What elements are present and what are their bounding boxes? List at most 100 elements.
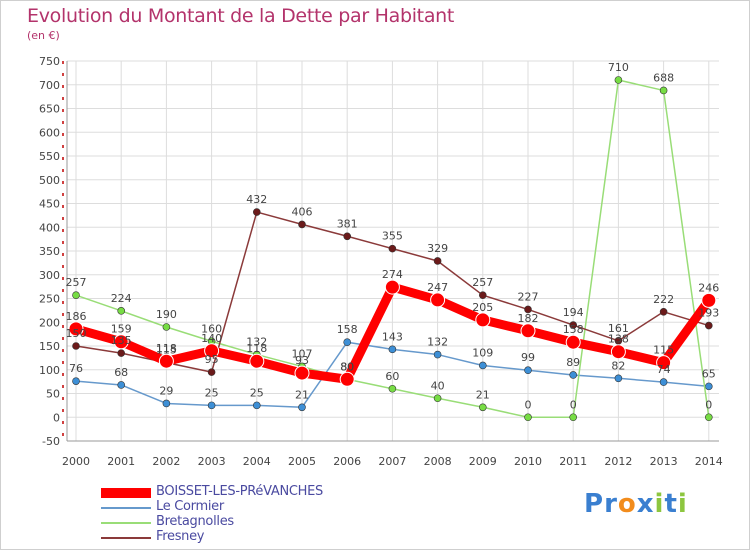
y-tick-label: 300 bbox=[39, 269, 60, 282]
data-label: 406 bbox=[292, 205, 313, 218]
y-tick-label: 250 bbox=[39, 293, 60, 306]
data-point bbox=[339, 371, 355, 387]
x-tick-label: 2014 bbox=[695, 455, 723, 468]
data-point bbox=[343, 232, 352, 241]
data-point bbox=[207, 401, 216, 410]
logo-letter: i bbox=[654, 489, 665, 519]
data-point bbox=[524, 305, 532, 314]
data-label: 95 bbox=[205, 353, 219, 366]
data-point bbox=[384, 279, 400, 295]
data-label: 190 bbox=[156, 308, 177, 321]
data-label: 257 bbox=[66, 276, 87, 289]
x-tick-label: 2013 bbox=[650, 455, 678, 468]
data-label: 227 bbox=[518, 290, 539, 303]
data-label: 158 bbox=[337, 323, 358, 336]
data-point bbox=[704, 382, 713, 391]
x-tick-label: 2012 bbox=[604, 455, 632, 468]
data-point bbox=[249, 353, 265, 369]
y-tick-label: 600 bbox=[39, 126, 60, 139]
data-point bbox=[113, 334, 129, 350]
data-point bbox=[565, 334, 581, 350]
grid-lines bbox=[67, 60, 719, 442]
x-tick-label: 2005 bbox=[288, 455, 316, 468]
data-label: 115 bbox=[156, 344, 177, 357]
logo-letter: r bbox=[604, 489, 618, 519]
x-tick-label: 2008 bbox=[424, 455, 452, 468]
y-tick-label: 0 bbox=[53, 411, 60, 424]
data-label: 21 bbox=[295, 388, 309, 401]
data-label: 143 bbox=[382, 330, 403, 343]
legend-swatch bbox=[101, 537, 151, 539]
data-label: 140 bbox=[201, 332, 222, 345]
data-point bbox=[433, 350, 442, 359]
data-label: 182 bbox=[518, 312, 539, 325]
data-label: 135 bbox=[111, 334, 132, 347]
data-point bbox=[162, 323, 171, 331]
x-tick-label: 2010 bbox=[514, 455, 542, 468]
data-point bbox=[388, 384, 397, 393]
data-point bbox=[524, 413, 532, 422]
data-point bbox=[430, 292, 446, 308]
data-label: 160 bbox=[201, 322, 222, 335]
data-label: 0 bbox=[525, 398, 532, 411]
data-label: 381 bbox=[337, 217, 358, 230]
data-label: 159 bbox=[111, 323, 132, 336]
data-point bbox=[72, 377, 80, 385]
data-point bbox=[162, 399, 171, 408]
data-label: 107 bbox=[292, 347, 313, 360]
data-point bbox=[569, 413, 578, 422]
x-tick-label: 2004 bbox=[243, 455, 271, 468]
data-point bbox=[343, 338, 352, 347]
data-label: 99 bbox=[521, 351, 535, 364]
data-point bbox=[253, 208, 261, 216]
data-label: 118 bbox=[246, 342, 267, 355]
data-label: 74 bbox=[657, 363, 671, 376]
data-point bbox=[72, 342, 80, 350]
y-tick-label: -50 bbox=[42, 435, 60, 448]
data-point bbox=[478, 403, 487, 412]
y-tick-label: 450 bbox=[39, 198, 60, 211]
y-tick-label: 50 bbox=[46, 388, 60, 401]
axes: -500501001502002503003504004505005506006… bbox=[39, 55, 723, 468]
x-tick-label: 2011 bbox=[559, 455, 587, 468]
data-point bbox=[298, 220, 306, 229]
logo-letter: x bbox=[636, 489, 655, 519]
data-label: 329 bbox=[427, 242, 448, 255]
data-point bbox=[478, 361, 487, 370]
data-label: 138 bbox=[608, 333, 629, 346]
data-label: 274 bbox=[382, 268, 403, 281]
data-label: 432 bbox=[246, 193, 267, 206]
y-tick-label: 100 bbox=[39, 364, 60, 377]
data-label: 132 bbox=[246, 336, 267, 349]
data-point bbox=[475, 312, 491, 328]
data-point bbox=[117, 307, 125, 315]
logo-letter: o bbox=[617, 489, 637, 519]
data-label: 25 bbox=[250, 386, 264, 399]
data-point bbox=[204, 343, 220, 359]
legend-label: Bretagnolles bbox=[156, 514, 234, 529]
data-label: 65 bbox=[702, 367, 716, 380]
data-label: 247 bbox=[427, 281, 448, 294]
data-point bbox=[253, 401, 261, 410]
x-tick-label: 2001 bbox=[107, 455, 135, 468]
data-label: 89 bbox=[566, 356, 580, 369]
data-label: 355 bbox=[382, 230, 403, 243]
x-tick-label: 2002 bbox=[152, 455, 180, 468]
data-label: 68 bbox=[114, 366, 128, 379]
data-label: 80 bbox=[340, 360, 354, 373]
data-label: 109 bbox=[472, 346, 493, 359]
data-point bbox=[610, 344, 626, 360]
y-tick-label: 750 bbox=[39, 55, 60, 68]
data-label: 205 bbox=[472, 301, 493, 314]
y-tick-label: 550 bbox=[39, 150, 60, 163]
y-tick-label: 700 bbox=[39, 79, 60, 92]
data-label: 0 bbox=[570, 398, 577, 411]
logo-letter: i bbox=[677, 489, 688, 519]
data-label: 194 bbox=[563, 306, 584, 319]
data-point bbox=[656, 355, 672, 371]
data-label: 21 bbox=[476, 388, 490, 401]
x-tick-label: 2007 bbox=[378, 455, 406, 468]
logo-letter: t bbox=[664, 489, 678, 519]
y-tick-label: 200 bbox=[39, 316, 60, 329]
